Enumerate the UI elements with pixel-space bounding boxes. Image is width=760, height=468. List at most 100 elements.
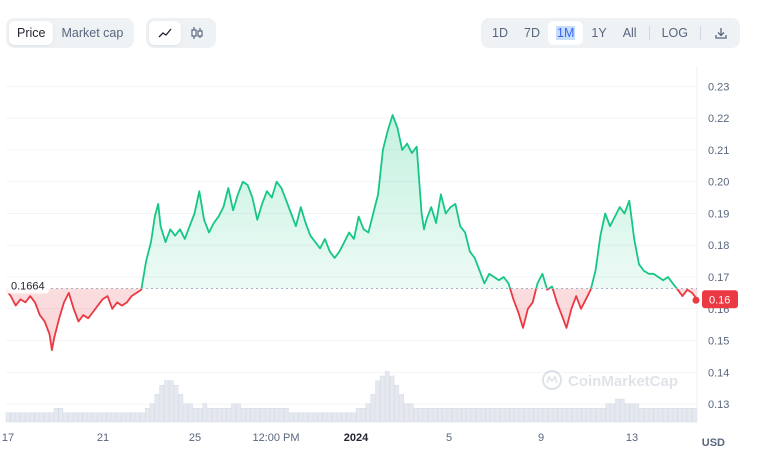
range-1y[interactable]: 1Y bbox=[591, 26, 607, 40]
download-icon bbox=[715, 28, 727, 39]
volume-bar bbox=[288, 412, 294, 423]
x-tick-label: 17 bbox=[2, 432, 14, 444]
volume-bar bbox=[173, 385, 179, 423]
volume-bar bbox=[5, 412, 11, 423]
volume-bar bbox=[672, 408, 678, 423]
volume-bar bbox=[279, 408, 284, 423]
download-button[interactable] bbox=[705, 21, 737, 45]
volume-bar bbox=[188, 403, 193, 423]
volume-bar bbox=[178, 394, 184, 423]
x-tick-label: 9 bbox=[538, 432, 544, 444]
volume-bar bbox=[298, 412, 304, 423]
volume-bar bbox=[308, 412, 313, 423]
volume-bar bbox=[293, 412, 299, 423]
volume-bar bbox=[212, 408, 217, 423]
volume-bar bbox=[504, 408, 510, 423]
volume-bar bbox=[356, 408, 361, 423]
volume-bar bbox=[485, 408, 491, 423]
volume-bar bbox=[389, 375, 395, 423]
volume-bar bbox=[538, 408, 544, 423]
y-tick-label: 0.14 bbox=[708, 367, 729, 379]
volume-bar bbox=[562, 408, 568, 423]
volume-bar bbox=[130, 412, 136, 423]
volume-bar bbox=[44, 412, 49, 423]
log-scale-button[interactable]: LOG bbox=[661, 26, 688, 40]
range-1d[interactable]: 1D bbox=[492, 26, 509, 40]
volume-bar bbox=[120, 412, 126, 423]
volume-bar bbox=[519, 408, 524, 423]
volume-bar bbox=[183, 403, 188, 423]
range-all[interactable]: All bbox=[622, 26, 637, 40]
volume-bar bbox=[533, 408, 539, 423]
volume-bar bbox=[245, 408, 251, 423]
volume-bar bbox=[456, 408, 462, 423]
volume-bar bbox=[423, 408, 428, 423]
line-chart-icon bbox=[158, 28, 172, 38]
volume-bar bbox=[322, 412, 328, 423]
volume-bar bbox=[240, 408, 246, 423]
volume-bar bbox=[543, 408, 548, 423]
watermark: CoinMarketCap bbox=[542, 370, 678, 390]
volume-bar bbox=[466, 408, 472, 423]
price-line-above bbox=[140, 114, 678, 289]
volume-bar bbox=[605, 403, 611, 423]
volume-bar bbox=[437, 408, 443, 423]
candlestick-button[interactable] bbox=[181, 21, 213, 45]
volume-bar bbox=[53, 408, 59, 423]
y-tick-label: 0.20 bbox=[708, 177, 729, 189]
x-tick-label: 13 bbox=[626, 432, 638, 444]
tab-price[interactable]: Price bbox=[9, 21, 54, 45]
volume-bar bbox=[63, 412, 68, 423]
volume-bar bbox=[72, 412, 78, 423]
volume-bar bbox=[346, 412, 352, 423]
range-1m[interactable]: 1M bbox=[548, 21, 584, 45]
volume-bar bbox=[375, 380, 380, 423]
volume-bar bbox=[490, 408, 496, 423]
current-price-dot bbox=[692, 296, 700, 304]
volume-bar bbox=[380, 375, 385, 423]
range-7d[interactable]: 7D bbox=[524, 26, 541, 40]
reference-price-badge: 0.1664 bbox=[3, 278, 49, 294]
volume-bar bbox=[231, 403, 236, 423]
volume-bar bbox=[658, 408, 664, 423]
y-tick-label: 0.13 bbox=[708, 399, 729, 411]
x-tick-label: 2024 bbox=[344, 432, 369, 444]
volume-bar bbox=[303, 412, 308, 423]
volume-bars bbox=[5, 371, 697, 423]
volume-bar bbox=[471, 408, 476, 423]
volume-bar bbox=[207, 408, 212, 423]
volume-bar bbox=[447, 408, 452, 423]
volume-bar bbox=[384, 371, 390, 423]
volume-bar bbox=[164, 380, 169, 423]
volume-bar bbox=[514, 408, 520, 423]
volume-bar bbox=[29, 412, 35, 423]
y-tick-label: 0.22 bbox=[708, 113, 729, 125]
volume-bar bbox=[116, 412, 121, 423]
volume-bar bbox=[600, 408, 606, 423]
chart-toolbar: Price Market cap 1D 7D 1M 1Y All LOG bbox=[6, 18, 740, 48]
volume-bar bbox=[236, 403, 241, 423]
volume-bar bbox=[620, 398, 625, 423]
volume-bar bbox=[101, 412, 107, 423]
volume-bar bbox=[221, 408, 227, 423]
tab-market-cap[interactable]: Market cap bbox=[61, 26, 124, 40]
volume-bar bbox=[428, 408, 433, 423]
volume-bar bbox=[365, 403, 371, 423]
y-tick-label: 0.19 bbox=[708, 208, 729, 220]
y-tick-label: 0.15 bbox=[708, 336, 729, 348]
range-toggle: 1D 7D 1M 1Y All LOG bbox=[481, 18, 740, 48]
volume-bar bbox=[144, 408, 150, 423]
currency-label: USD bbox=[701, 437, 725, 449]
volume-bar bbox=[677, 408, 683, 423]
volume-bar bbox=[408, 403, 414, 423]
line-chart-button[interactable] bbox=[149, 21, 181, 45]
volume-bar bbox=[87, 412, 92, 423]
volume-bar bbox=[524, 408, 529, 423]
x-axis: 17 21 25 12:00 PM 2024 5 9 13 bbox=[2, 432, 638, 444]
volume-bar bbox=[58, 408, 64, 423]
y-tick-label: 0.17 bbox=[708, 272, 729, 284]
volume-bar bbox=[284, 408, 289, 423]
volume-bar bbox=[653, 408, 659, 423]
y-tick-label: 0.18 bbox=[708, 240, 729, 252]
